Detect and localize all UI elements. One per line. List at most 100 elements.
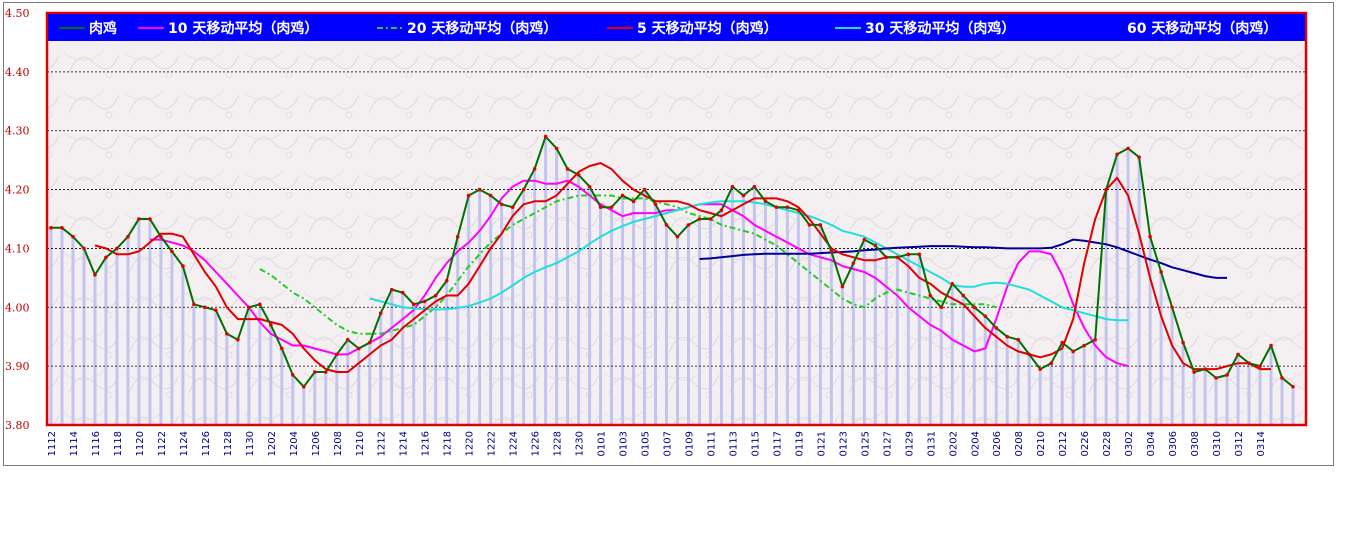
point-36 — [444, 279, 449, 283]
point-76 — [884, 255, 889, 260]
point-26 — [334, 352, 339, 357]
y-tick-label: 4.20 — [5, 184, 30, 197]
x-tick-label: 0101 — [597, 431, 608, 456]
point-50 — [598, 205, 603, 210]
point-67 — [785, 205, 790, 210]
point-9 — [148, 217, 152, 221]
point-104 — [1192, 370, 1196, 374]
x-axis-ticks: 1112 1114 1116 1118 1120 1122 1124 1126 1128 1130… — [47, 431, 1267, 456]
x-tick-label: 0115 — [750, 431, 761, 456]
point-3 — [82, 246, 86, 251]
point-79 — [917, 252, 922, 257]
x-tick-label: 1224 — [509, 431, 520, 456]
point-113 — [1291, 384, 1295, 389]
point-42 — [510, 205, 515, 210]
x-tick-label: 0131 — [926, 431, 937, 456]
point-81 — [939, 305, 944, 310]
x-tick-label: 0119 — [794, 431, 805, 456]
x-tick-label: 0121 — [816, 431, 827, 456]
x-tick-label: 1210 — [355, 431, 366, 456]
legend-label-0: 肉鸡 — [89, 20, 117, 37]
point-48 — [576, 173, 581, 177]
point-98 — [1126, 146, 1130, 151]
point-61 — [719, 208, 724, 212]
point-89 — [1027, 352, 1032, 357]
point-14 — [203, 305, 207, 310]
point-6 — [115, 246, 119, 251]
point-53 — [631, 199, 636, 204]
point-88 — [1016, 337, 1021, 342]
point-69 — [807, 223, 812, 227]
x-tick-label: 0210 — [1036, 431, 1047, 456]
point-47 — [565, 167, 570, 171]
x-tick-label: 1216 — [421, 431, 432, 456]
x-tick-label: 0123 — [838, 431, 849, 456]
point-17 — [236, 337, 240, 342]
x-tick-label: 1220 — [465, 431, 476, 456]
point-85 — [983, 314, 988, 318]
point-93 — [1071, 349, 1075, 354]
point-72 — [840, 284, 845, 289]
x-tick-label: 1208 — [333, 431, 344, 456]
point-18 — [247, 305, 251, 310]
point-57 — [675, 234, 680, 239]
point-13 — [192, 302, 196, 307]
point-101 — [1159, 270, 1163, 274]
x-tick-label: 0212 — [1058, 431, 1069, 456]
x-tick-label: 1130 — [245, 431, 256, 456]
x-tick-label: 0127 — [882, 431, 893, 456]
x-tick-label: 0228 — [1102, 431, 1113, 456]
series-line-3 — [94, 162, 1271, 373]
point-28 — [356, 346, 361, 351]
point-107 — [1225, 373, 1229, 377]
point-12 — [181, 264, 185, 268]
point-87 — [1005, 334, 1010, 339]
legend-label-4: 30 天移动平均（肉鸡） — [865, 20, 1015, 37]
x-tick-label: 0204 — [970, 431, 981, 456]
point-82 — [950, 281, 955, 286]
point-68 — [796, 208, 801, 212]
point-94 — [1082, 343, 1086, 348]
x-tick-label: 1124 — [179, 431, 190, 456]
y-tick-label: 3.80 — [5, 419, 30, 432]
point-52 — [620, 193, 625, 198]
point-4 — [93, 273, 97, 277]
x-tick-label: 0103 — [619, 431, 630, 456]
point-31 — [389, 287, 394, 292]
x-tick-label: 1230 — [575, 431, 586, 456]
x-tick-label: 0113 — [728, 431, 739, 456]
point-59 — [697, 217, 702, 221]
point-74 — [862, 237, 867, 242]
legend-background — [48, 14, 1305, 41]
legend: 肉鸡 10 天移动平均（肉鸡） 20 天移动平均（肉鸡） 5 天移动平均（肉鸡） 30 … — [48, 14, 1305, 41]
point-23 — [301, 384, 306, 389]
y-tick-label: 4.50 — [5, 7, 30, 20]
x-tick-label: 1118 — [113, 431, 124, 456]
point-15 — [214, 308, 218, 313]
x-tick-label: 0302 — [1124, 431, 1135, 456]
point-66 — [774, 205, 779, 210]
x-tick-label: 0202 — [948, 431, 959, 456]
point-33 — [411, 302, 416, 307]
point-91 — [1049, 361, 1053, 366]
point-51 — [609, 205, 614, 210]
point-29 — [367, 340, 372, 345]
y-tick-label: 3.90 — [5, 360, 30, 373]
point-32 — [400, 290, 405, 295]
point-5 — [104, 255, 108, 260]
legend-label-5: 60 天移动平均（肉鸡） — [1127, 20, 1277, 37]
point-86 — [994, 326, 999, 330]
point-7 — [126, 234, 130, 239]
point-44 — [532, 167, 537, 171]
point-21 — [280, 346, 284, 351]
point-0 — [49, 226, 53, 230]
series-lines — [49, 134, 1295, 389]
point-64 — [752, 184, 757, 189]
x-tick-label: 0310 — [1212, 431, 1223, 456]
point-38 — [466, 193, 471, 198]
y-tick-label: 4.10 — [5, 242, 30, 255]
point-70 — [818, 223, 823, 227]
point-56 — [664, 223, 669, 227]
point-30 — [378, 311, 383, 315]
point-10 — [159, 234, 163, 239]
